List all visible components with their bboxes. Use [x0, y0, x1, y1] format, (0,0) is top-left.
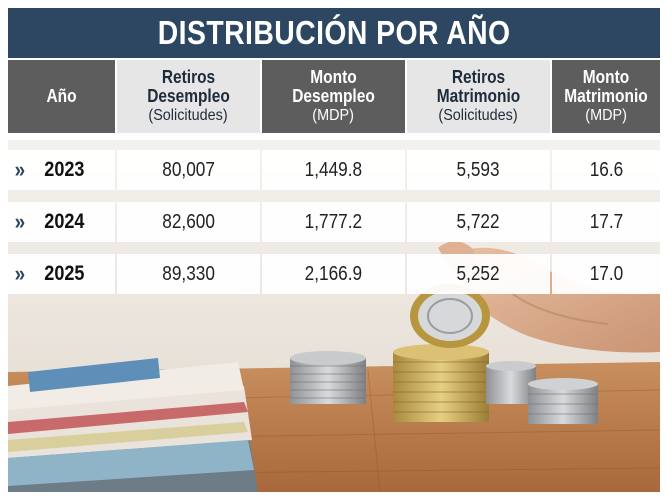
monto-desempleo-cell: 2,166.9: [262, 254, 405, 294]
header-year-label: Año: [46, 86, 77, 106]
chevron-right-icon: »: [14, 261, 26, 286]
retiros-desempleo-cell: 82,600: [117, 202, 260, 242]
monto-matrimonio-value: 16.6: [589, 158, 623, 181]
header-retiros-desempleo-label: Retiros Desempleo: [147, 67, 230, 106]
retiros-matrimonio-value: 5,252: [456, 262, 501, 285]
year-cell: » 2025: [8, 254, 115, 294]
retiros-matrimonio-value: 5,593: [456, 158, 501, 181]
retiros-desempleo-cell: 80,007: [117, 150, 260, 190]
monto-desempleo-cell: 1,449.8: [262, 150, 405, 190]
header-year: Año: [8, 60, 115, 133]
monto-matrimonio-cell: 17.7: [552, 202, 660, 242]
retiros-matrimonio-cell: 5,252: [407, 254, 550, 294]
retiros-desempleo-value: 89,330: [162, 262, 215, 285]
gold-coin-stack: [393, 344, 489, 422]
monto-matrimonio-value: 17.0: [589, 262, 623, 285]
page-title: DISTRIBUCIÓN POR AÑO: [157, 14, 511, 51]
banknotes: [8, 358, 258, 492]
silver-coin-stack: [290, 351, 366, 404]
retiros-matrimonio-value: 5,722: [456, 210, 501, 233]
header-retiros-desempleo-unit: (Solicitudes): [148, 107, 229, 124]
monto-matrimonio-cell: 17.0: [552, 254, 660, 294]
retiros-desempleo-cell: 89,330: [117, 254, 260, 294]
year-cell: » 2023: [8, 150, 115, 190]
header-retiros-matrimonio-unit: (Solicitudes): [438, 107, 519, 124]
monto-desempleo-value: 1,777.2: [304, 210, 363, 233]
monto-matrimonio-value: 17.7: [589, 210, 623, 233]
table-row: » 2024 82,600 1,777.2 5,722 17.7: [8, 202, 660, 246]
header-monto-desempleo-unit: (MDP): [312, 107, 355, 124]
header-retiros-matrimonio: Retiros Matrimonio (Solicitudes): [407, 60, 550, 133]
table-row: » 2023 80,007 1,449.8 5,593 16.6: [8, 150, 660, 194]
header-monto-desempleo: Monto Desempleo (MDP): [262, 60, 405, 133]
monto-desempleo-value: 1,449.8: [304, 158, 363, 181]
header-monto-desempleo-label: Monto Desempleo: [292, 67, 375, 106]
year-value: 2025: [44, 262, 85, 285]
monto-desempleo-cell: 1,777.2: [262, 202, 405, 242]
year-value: 2023: [44, 158, 85, 181]
title-bar: DISTRIBUCIÓN POR AÑO: [8, 8, 660, 58]
table-row: » 2025 89,330 2,166.9 5,252 17.0: [8, 254, 660, 298]
retiros-desempleo-value: 82,600: [162, 210, 215, 233]
retiros-desempleo-value: 80,007: [162, 158, 215, 181]
year-cell: » 2024: [8, 202, 115, 242]
header-retiros-desempleo: Retiros Desempleo (Solicitudes): [117, 60, 260, 133]
header-monto-matrimonio-unit: (MDP): [585, 107, 627, 124]
retiros-matrimonio-cell: 5,593: [407, 150, 550, 190]
chevron-right-icon: »: [14, 157, 26, 182]
monto-matrimonio-cell: 16.6: [552, 150, 660, 190]
year-value: 2024: [44, 210, 85, 233]
money-coins-photo: [8, 140, 660, 492]
header-monto-matrimonio-label: Monto Matrimonio: [564, 67, 648, 106]
header-monto-matrimonio: Monto Matrimonio (MDP): [552, 60, 660, 133]
retiros-matrimonio-cell: 5,722: [407, 202, 550, 242]
header-retiros-matrimonio-label: Retiros Matrimonio: [436, 67, 521, 106]
held-coin: [410, 284, 490, 348]
monto-desempleo-value: 2,166.9: [304, 262, 363, 285]
chevron-right-icon: »: [14, 209, 26, 234]
